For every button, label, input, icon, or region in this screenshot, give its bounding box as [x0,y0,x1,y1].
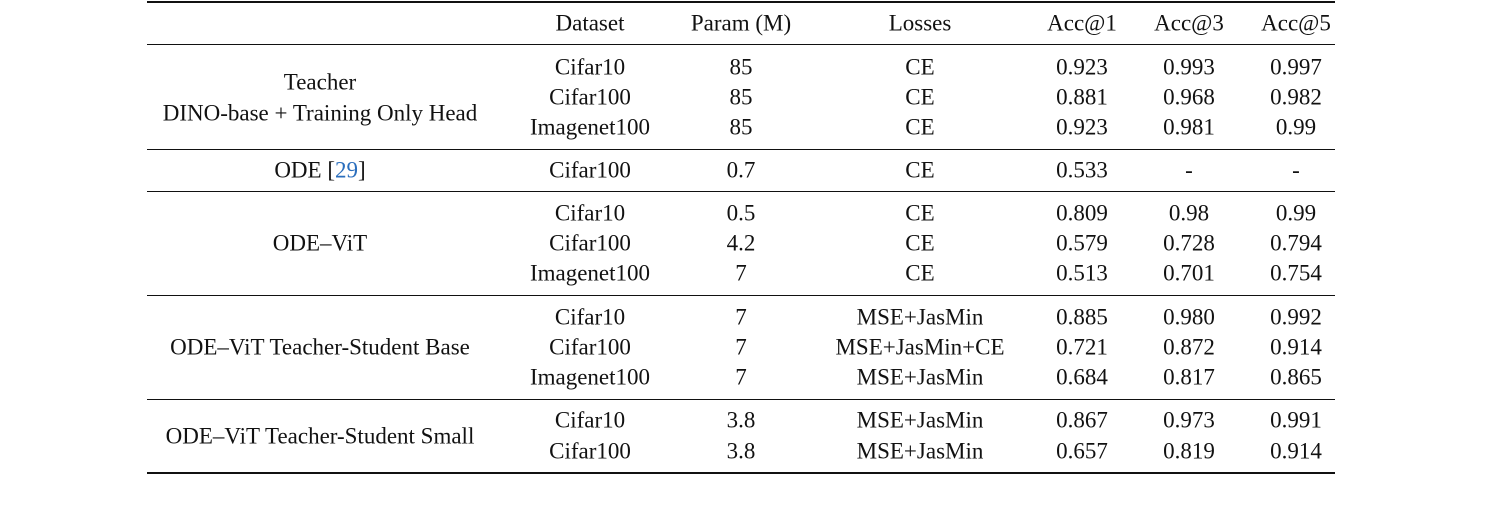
table-cell: CE [905,260,935,286]
table-cell: 0.997 [1270,54,1322,80]
column-header: Acc@5 [1261,10,1331,36]
method-label: ODE–ViT Teacher-Student Small [165,423,475,448]
method-label: DINO-base + Training Only Head [162,100,478,125]
table-cell: 7 [735,304,747,330]
table-cell: CE [905,230,935,256]
column-header: Acc@1 [1047,10,1117,36]
table-cell: - [1185,157,1193,183]
table-cell: CE [905,84,935,110]
method-label: ODE–ViT Teacher-Student Base [170,334,470,360]
table-cell: MSE+JasMin [856,438,984,464]
table-cell: 0.98 [1168,200,1210,226]
table-cell: CE [905,54,935,80]
table-cell: 0.657 [1056,438,1108,464]
top-rule [147,1,1335,3]
table-cell: 0.914 [1270,438,1322,464]
table-cell: 0.728 [1163,230,1215,256]
table-cell: 0.885 [1056,304,1108,330]
table-cell: 0.99 [1275,200,1317,226]
method-label: ODE [29] [274,157,366,183]
table-cell: 0.923 [1056,114,1108,140]
column-header: Param (M) [690,10,792,36]
table-cell: 0.865 [1270,364,1322,390]
table-cell: 0.579 [1056,230,1108,256]
table-cell: 0.881 [1056,84,1108,110]
table-cell: Cifar10 [554,304,626,330]
table-cell: Cifar100 [549,230,631,256]
table-cell: 0.914 [1270,334,1322,360]
table-cell: CE [905,200,935,226]
table-cell: 0.754 [1270,260,1322,286]
table-cell: MSE+JasMin [856,407,984,433]
table-cell: Imagenet100 [529,364,651,390]
table-cell: CE [905,114,935,140]
table-cell: Imagenet100 [529,114,651,140]
group-separator [147,191,1335,192]
table-cell: 7 [735,260,747,286]
table-cell: 0.991 [1270,407,1322,433]
table-cell: 0.684 [1056,364,1108,390]
table-cell: CE [905,157,935,183]
table-cell: 0.992 [1270,304,1322,330]
group-separator [147,149,1335,150]
column-header: Acc@3 [1154,10,1224,36]
table-cell: Cifar100 [549,84,631,110]
table-cell: 3.8 [726,438,756,464]
table-cell: 0.721 [1056,334,1108,360]
table-cell: MSE+JasMin [856,364,984,390]
column-header: Losses [888,10,952,36]
table-cell: Imagenet100 [529,260,651,286]
table-cell: 0.819 [1163,438,1215,464]
table-cell: 0.794 [1270,230,1322,256]
table-cell: 85 [729,84,753,110]
table-cell: 0.99 [1275,114,1317,140]
table-cell: 0.993 [1163,54,1215,80]
table-cell: 0.701 [1163,260,1215,286]
table-cell: 0.982 [1270,84,1322,110]
table-cell: 3.8 [726,407,756,433]
table-cell: Cifar100 [549,438,631,464]
table-cell: Cifar100 [549,334,631,360]
table-cell: 4.2 [726,230,756,256]
table-cell: 0.867 [1056,407,1108,433]
table-cell: 0.5 [726,200,756,226]
table-cell: 0.817 [1163,364,1215,390]
citation-link[interactable]: 29 [335,157,359,183]
table-cell: - [1292,157,1300,183]
header-rule [147,44,1335,45]
table-cell: 85 [729,114,753,140]
table-cell: 0.968 [1163,84,1215,110]
table-cell: 0.513 [1056,260,1108,286]
table-cell: Cifar10 [554,407,626,433]
table-cell: 0.533 [1056,157,1108,183]
table-cell: 85 [729,54,753,80]
table-cell: 0.872 [1163,334,1215,360]
group-separator [147,399,1335,400]
table-cell: 7 [735,364,747,390]
bottom-rule [147,472,1335,474]
table-cell: 0.923 [1056,54,1108,80]
group-separator [147,295,1335,296]
table-cell: 0.973 [1163,407,1215,433]
method-label: Teacher [283,69,357,94]
table-cell: Cifar10 [554,200,626,226]
table-cell: MSE+JasMin [856,304,984,330]
table-cell: 0.980 [1163,304,1215,330]
method-label: ODE–ViT [272,230,368,256]
table-cell: MSE+JasMin+CE [835,334,1005,360]
table-cell: 0.7 [726,157,756,183]
column-header: Dataset [555,10,625,36]
table-cell: 0.981 [1163,114,1215,140]
table-cell: 0.809 [1056,200,1108,226]
table-cell: Cifar10 [554,54,626,80]
table-cell: 7 [735,334,747,360]
table-cell: Cifar100 [549,157,631,183]
